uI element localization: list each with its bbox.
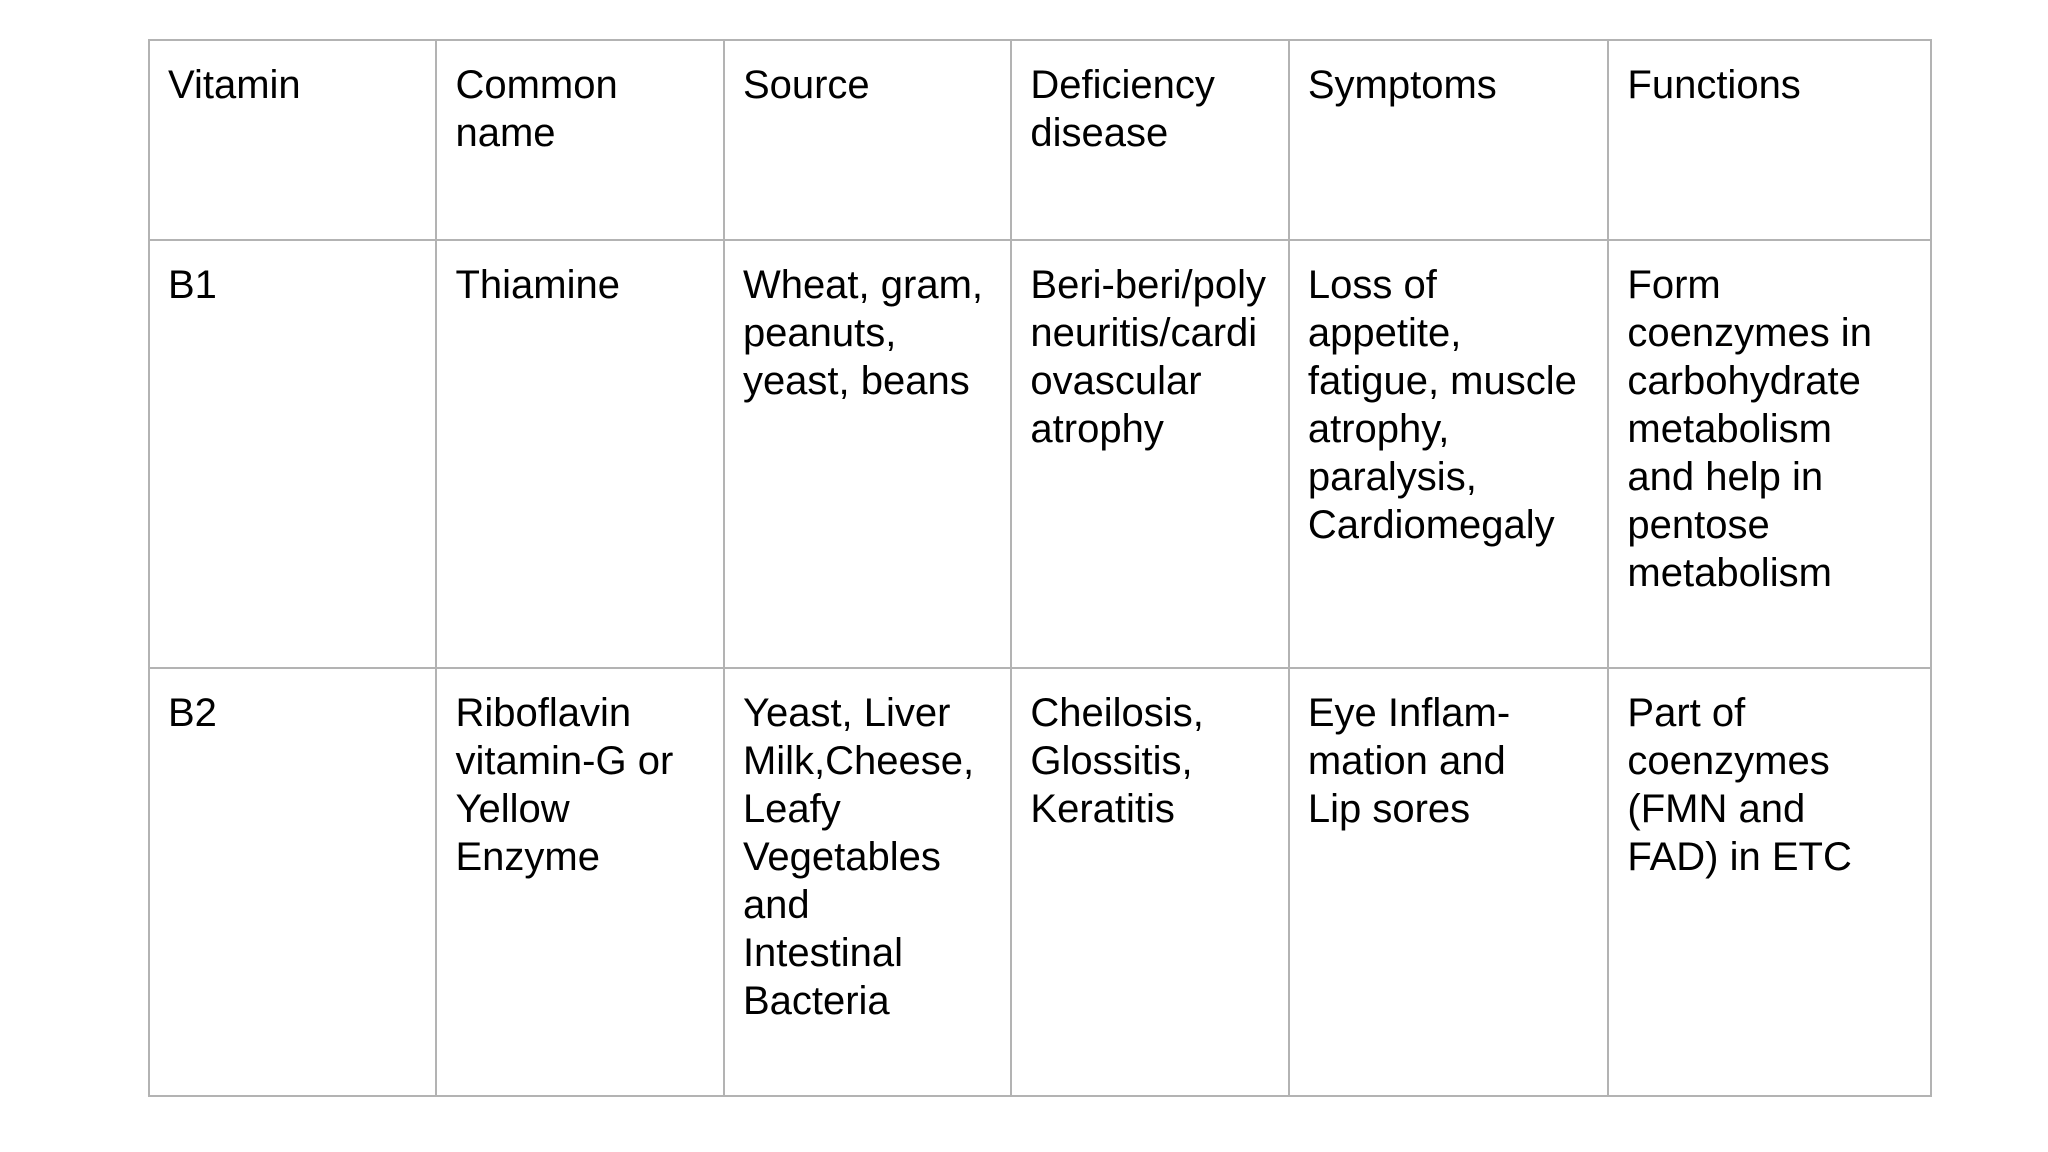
header-cell-deficiency-disease: Deficiency disease [1010, 39, 1290, 241]
cell-vitamin: B1 [147, 239, 438, 669]
cell-source: Wheat, gram, peanuts, yeast, beans [722, 239, 1013, 669]
table-header-row: Vitamin Common name Source Deficiency di… [147, 39, 1932, 241]
cell-source: Yeast, Liver Milk,Cheese, Leafy Vegetabl… [722, 667, 1013, 1097]
header-cell-vitamin: Vitamin [147, 39, 438, 241]
cell-common-name: Riboflavin vitamin-G or Yellow Enzyme [435, 667, 725, 1097]
cell-common-name: Thiamine [435, 239, 725, 669]
cell-functions: Part of coenzymes (FMN and FAD) in ETC [1607, 667, 1932, 1097]
cell-symptoms: Eye Inflam- mation and Lip sores [1287, 667, 1610, 1097]
table-row: B2 Riboflavin vitamin-G or Yellow Enzyme… [147, 667, 1932, 1097]
cell-symptoms: Loss of appetite, fatigue, muscle atroph… [1287, 239, 1610, 669]
header-cell-source: Source [722, 39, 1013, 241]
cell-deficiency-disease: Cheilosis, Glossitis, Keratitis [1010, 667, 1290, 1097]
vitamin-table: Vitamin Common name Source Deficiency di… [147, 39, 1932, 1097]
cell-vitamin: B2 [147, 667, 438, 1097]
table-row: B1 Thiamine Wheat, gram, peanuts, yeast,… [147, 239, 1932, 669]
header-cell-symptoms: Symptoms [1287, 39, 1610, 241]
header-cell-common-name: Common name [435, 39, 725, 241]
header-cell-functions: Functions [1607, 39, 1932, 241]
cell-functions: Form coenzymes in carbohydrate metabolis… [1607, 239, 1932, 669]
cell-deficiency-disease: Beri-beri/poly neuritis/cardi ovascular … [1010, 239, 1290, 669]
